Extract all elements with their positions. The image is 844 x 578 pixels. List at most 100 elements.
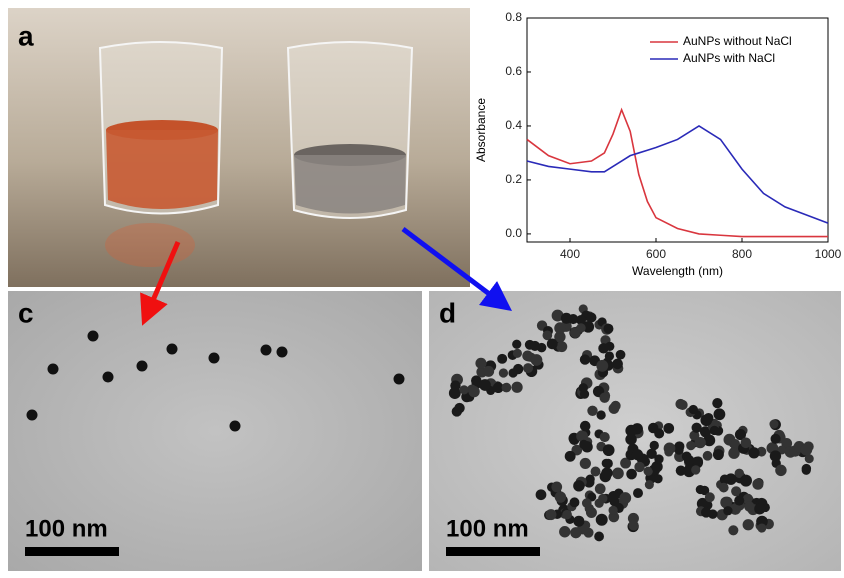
particle bbox=[535, 489, 547, 501]
particle bbox=[586, 312, 597, 323]
particle bbox=[579, 389, 590, 399]
particle bbox=[610, 400, 621, 411]
particle bbox=[683, 455, 695, 466]
y-tick-label: 0.4 bbox=[505, 118, 522, 132]
particle bbox=[723, 506, 733, 516]
particle bbox=[492, 382, 504, 394]
x-tick-label: 1000 bbox=[815, 247, 842, 261]
panel-label: a bbox=[18, 20, 34, 51]
particle bbox=[664, 447, 674, 457]
particle bbox=[769, 450, 782, 462]
tem-image bbox=[8, 291, 422, 571]
particle bbox=[653, 474, 663, 484]
y-tick-label: 0.2 bbox=[505, 172, 522, 186]
particle bbox=[468, 386, 480, 398]
particle bbox=[702, 450, 713, 461]
particle bbox=[649, 440, 659, 451]
particle bbox=[605, 341, 615, 352]
particle bbox=[498, 368, 509, 378]
particle bbox=[511, 381, 523, 393]
particle bbox=[709, 425, 720, 436]
particle bbox=[740, 437, 752, 449]
particle bbox=[804, 454, 814, 464]
particle bbox=[775, 464, 787, 477]
particle bbox=[713, 408, 726, 421]
particle bbox=[612, 467, 624, 480]
particle bbox=[594, 498, 604, 508]
particle bbox=[620, 457, 632, 469]
panel-label: d bbox=[439, 297, 456, 328]
y-tick-label: 0.8 bbox=[505, 10, 522, 24]
particle bbox=[686, 440, 696, 451]
legend-label: AuNPs without NaCl bbox=[683, 34, 792, 48]
particle bbox=[634, 461, 645, 473]
scale-bar-label: 100 nm bbox=[25, 515, 108, 542]
particle bbox=[740, 474, 752, 487]
particle bbox=[633, 488, 643, 499]
particle bbox=[576, 315, 587, 325]
y-tick-label: 0.6 bbox=[505, 64, 522, 78]
particle bbox=[720, 496, 733, 509]
x-tick-label: 800 bbox=[732, 247, 752, 261]
particle bbox=[734, 468, 745, 479]
particle bbox=[136, 360, 148, 372]
particle bbox=[700, 414, 713, 427]
x-tick-label: 600 bbox=[646, 247, 666, 261]
particle bbox=[579, 420, 591, 432]
particle bbox=[719, 474, 730, 485]
particle bbox=[691, 465, 701, 475]
particle bbox=[674, 445, 684, 455]
particle bbox=[564, 450, 576, 462]
particle bbox=[568, 314, 579, 325]
particle bbox=[730, 438, 740, 449]
particle bbox=[731, 486, 742, 497]
particle bbox=[754, 503, 766, 515]
particle bbox=[512, 339, 522, 349]
particle bbox=[229, 420, 241, 432]
particle bbox=[734, 495, 745, 506]
y-tick-label: 0.0 bbox=[505, 226, 522, 240]
particle bbox=[570, 527, 582, 539]
particle bbox=[688, 404, 698, 415]
particle bbox=[757, 523, 767, 533]
particle bbox=[612, 358, 623, 370]
particle bbox=[554, 491, 567, 503]
particle bbox=[542, 330, 553, 341]
photo bbox=[8, 8, 470, 287]
particle bbox=[644, 480, 654, 490]
data-line bbox=[526, 125, 829, 224]
particle bbox=[800, 443, 813, 456]
particle bbox=[562, 509, 572, 520]
particle bbox=[625, 424, 638, 437]
particle bbox=[87, 330, 99, 342]
particle bbox=[512, 348, 522, 358]
particle bbox=[663, 422, 675, 434]
particle bbox=[628, 520, 639, 531]
particle bbox=[590, 466, 601, 477]
particle bbox=[801, 463, 812, 474]
particle bbox=[559, 526, 571, 538]
particle bbox=[523, 363, 534, 374]
particle bbox=[728, 447, 740, 459]
y-axis-label: Absorbance bbox=[474, 98, 488, 162]
particle bbox=[530, 354, 543, 366]
particle bbox=[608, 491, 620, 503]
particle bbox=[769, 419, 779, 429]
scale-bar bbox=[446, 547, 540, 556]
plot-area bbox=[526, 17, 829, 243]
panel-label: c bbox=[18, 297, 34, 328]
particle bbox=[276, 346, 288, 358]
particle bbox=[554, 331, 566, 343]
particle bbox=[734, 429, 747, 441]
particle bbox=[742, 519, 754, 531]
particle bbox=[576, 430, 588, 442]
particle bbox=[691, 422, 702, 433]
particle bbox=[599, 392, 610, 403]
particle bbox=[654, 428, 665, 439]
particle bbox=[595, 513, 608, 526]
particle bbox=[596, 410, 606, 420]
particle bbox=[508, 368, 518, 378]
particle bbox=[581, 498, 592, 508]
particle bbox=[529, 340, 541, 352]
particle bbox=[569, 497, 580, 508]
